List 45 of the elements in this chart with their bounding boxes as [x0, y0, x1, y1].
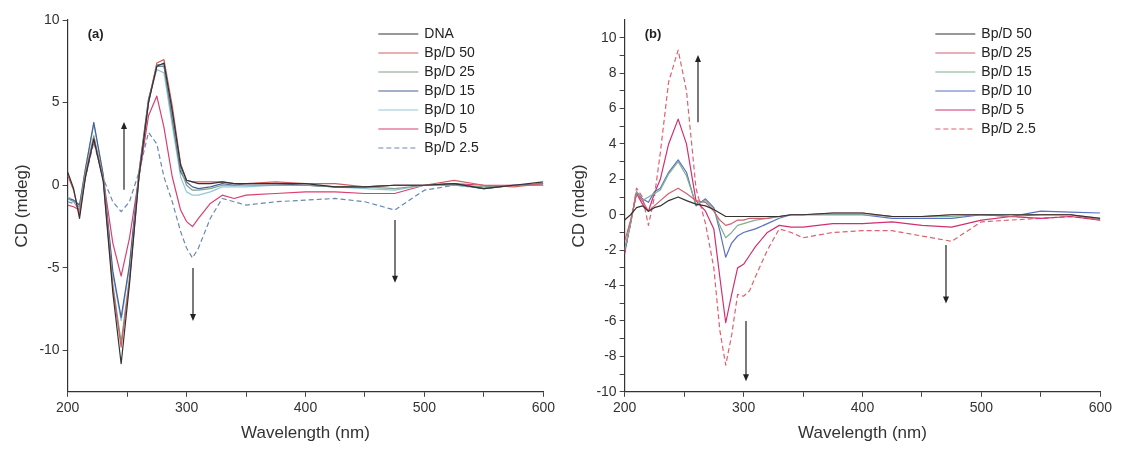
y-tick-label: -10 [596, 382, 617, 399]
x-tick-label: 400 [850, 399, 875, 416]
legend-label: Bp/D 5 [424, 119, 468, 136]
legend-label: Bp/D 2.5 [424, 138, 480, 155]
x-tick-label: 600 [531, 399, 556, 416]
x-tick-label: 200 [612, 399, 637, 416]
y-tick-label: -8 [604, 347, 617, 364]
legend-label: Bp/D 10 [981, 81, 1033, 98]
legend-label: Bp/D 5 [981, 100, 1025, 117]
legend-label: Bp/D 15 [424, 81, 476, 98]
y-axis-title: CD (mdeg) [568, 164, 588, 248]
legend-label: DNA [424, 24, 455, 41]
y-tick-label: -10 [39, 341, 60, 358]
y-tick-label: 0 [608, 205, 617, 222]
legend-label: Bp/D 10 [424, 100, 476, 117]
y-axis-title: CD (mdeg) [11, 164, 31, 248]
y-tick-label: -6 [604, 311, 617, 328]
x-tick-label: 200 [55, 399, 80, 416]
x-tick-label: 300 [174, 399, 199, 416]
y-tick-label: -5 [47, 258, 60, 275]
legend-label: Bp/D 25 [981, 43, 1033, 60]
legend-label: Bp/D 15 [981, 62, 1033, 79]
y-tick-label: -2 [604, 241, 617, 258]
legend-label: Bp/D 2.5 [981, 119, 1037, 136]
x-tick-label: 400 [293, 399, 318, 416]
y-tick-label: -4 [604, 276, 617, 293]
legend-label: Bp/D 50 [424, 43, 476, 60]
x-tick-label: 500 [412, 399, 437, 416]
text: (b) [644, 25, 662, 41]
y-tick-label: 4 [608, 134, 617, 151]
x-tick-label: 300 [731, 399, 756, 416]
y-tick-label: 0 [51, 176, 60, 193]
x-tick-label: 600 [1088, 399, 1113, 416]
x-axis-title: Wavelength (nm) [241, 423, 370, 443]
y-tick-label: 6 [608, 99, 617, 116]
y-tick-label: 8 [608, 63, 617, 80]
y-tick-label: 10 [44, 10, 60, 27]
legend-label: Bp/D 25 [424, 62, 476, 79]
x-tick-label: 500 [969, 399, 994, 416]
y-tick-label: 10 [601, 28, 617, 45]
y-tick-label: 5 [51, 93, 60, 110]
legend-label: Bp/D 50 [981, 24, 1033, 41]
x-axis-title: Wavelength (nm) [798, 423, 927, 443]
chart-title: (a) [87, 25, 104, 41]
y-tick-label: 2 [608, 170, 617, 187]
